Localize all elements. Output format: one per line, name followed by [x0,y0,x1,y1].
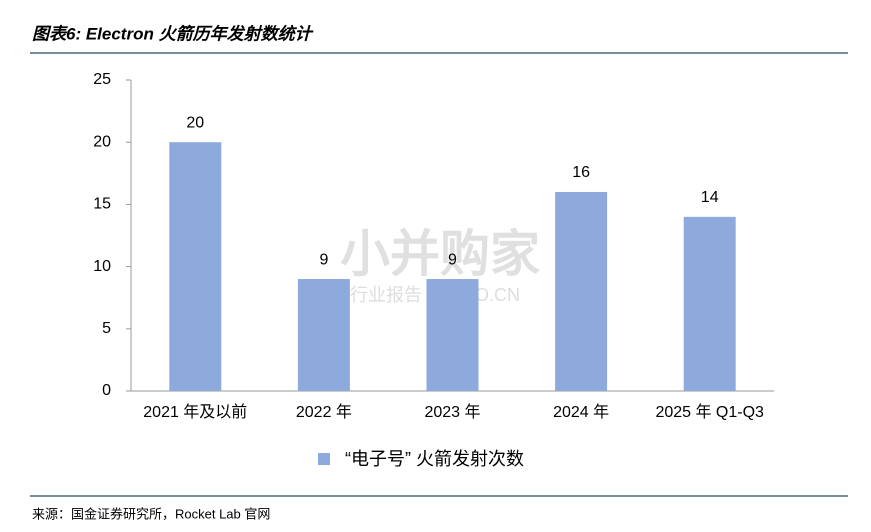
data-label: 9 [319,251,328,268]
y-tick-label: 20 [93,133,111,150]
watermark: 小并购家 [340,226,540,282]
y-tick-label: 5 [102,320,111,337]
x-tick-label: 2022 年 [296,403,352,421]
data-label: 16 [572,164,590,181]
data-label: 9 [448,251,457,268]
y-tick-label: 15 [93,196,111,213]
bar [426,279,479,391]
y-tick-label: 25 [93,71,111,88]
data-label: 14 [701,189,719,206]
bar [555,191,608,391]
chart-title: 图表6: Electron 火箭历年发射数统计 [32,24,314,43]
source: 来源：国金证券研究所，Rocket Lab 官网 [32,506,270,521]
bar [169,142,222,391]
bar [683,216,736,391]
x-tick-label: 2021 年及以前 [143,403,247,421]
y-tick-label: 0 [102,382,111,399]
y-tick-label: 10 [93,258,111,275]
x-tick-label: 2024 年 [553,403,609,421]
x-tick-label: 2025 年 Q1-Q3 [655,403,764,421]
legend-label: “电子号” 火箭发射次数 [345,449,524,469]
x-tick-label: 2023 年 [424,403,480,421]
legend-swatch [318,453,330,465]
bar [297,279,350,391]
data-label: 20 [186,114,204,131]
